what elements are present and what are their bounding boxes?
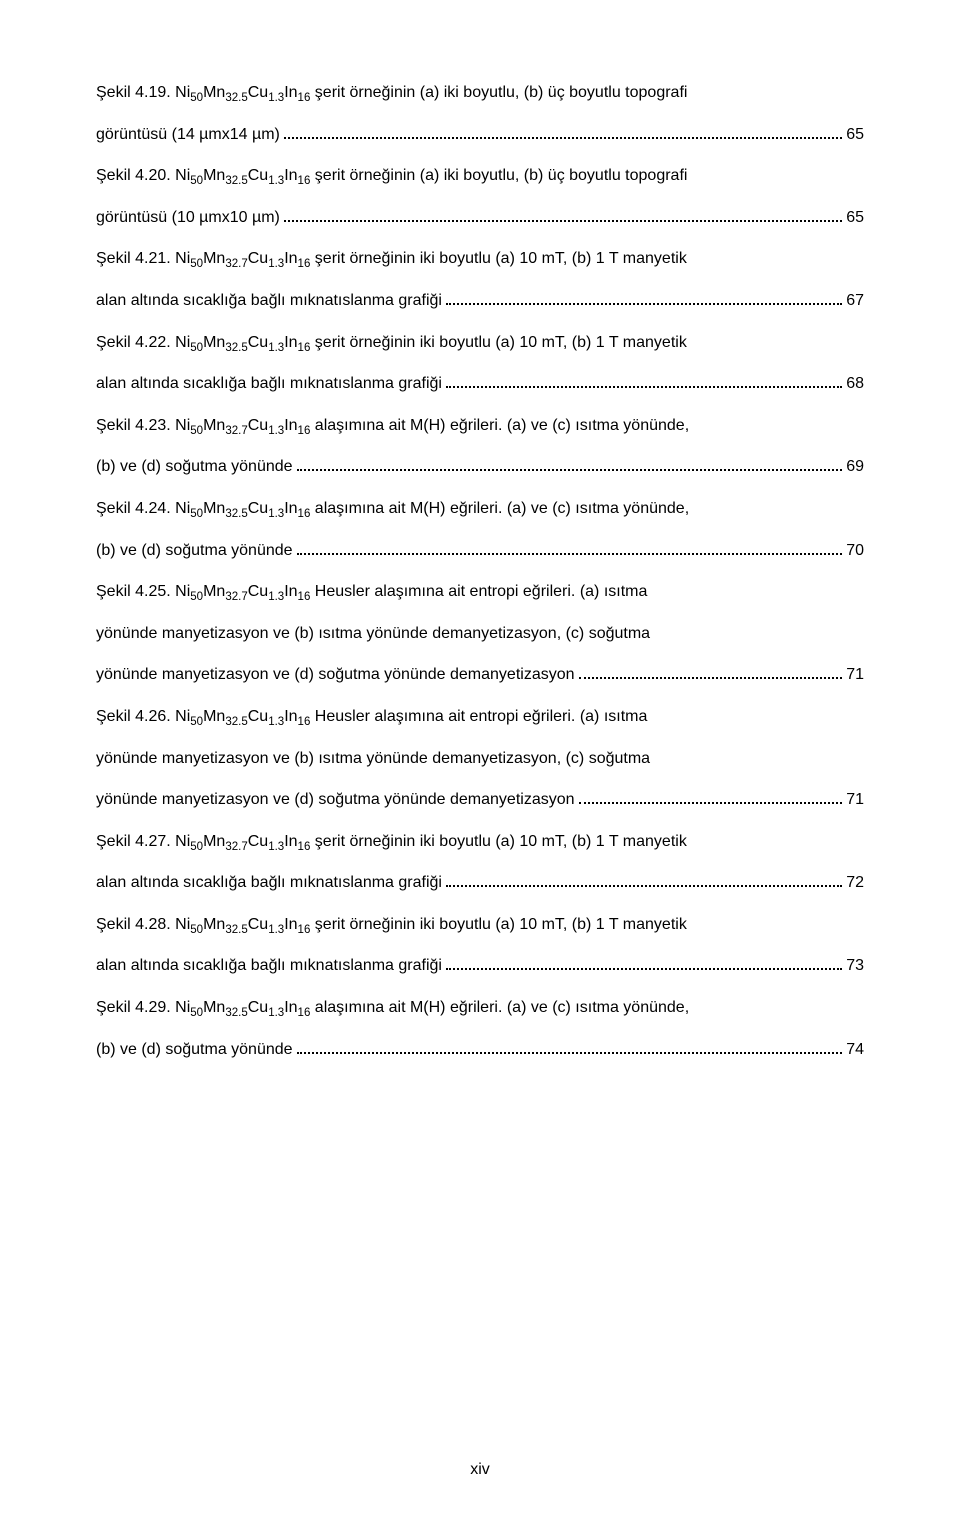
figure-entry: Şekil 4.20. Ni50Mn32.5Cu1.3In16 şerit ör…	[96, 155, 864, 238]
entry-last-text: yönünde manyetizasyon ve (d) soğutma yön…	[96, 654, 575, 696]
entry-leader-line: (b) ve (d) soğutma yönünde 69	[96, 446, 864, 488]
entry-page-number: 73	[846, 945, 864, 987]
entry-text-line: Şekil 4.28. Ni50Mn32.5Cu1.3In16 şerit ör…	[96, 904, 864, 946]
leader-dots	[579, 677, 843, 679]
entry-page-number: 70	[846, 530, 864, 572]
leader-dots	[446, 386, 842, 388]
figure-entry: Şekil 4.25. Ni50Mn32.7Cu1.3In16 Heusler …	[96, 571, 864, 696]
leader-dots	[284, 220, 842, 222]
figure-entry: Şekil 4.27. Ni50Mn32.7Cu1.3In16 şerit ör…	[96, 821, 864, 904]
figure-entry: Şekil 4.22. Ni50Mn32.5Cu1.3In16 şerit ör…	[96, 322, 864, 405]
entry-last-text: alan altında sıcaklığa bağlı mıknatıslan…	[96, 363, 442, 405]
entry-text-line: Şekil 4.26. Ni50Mn32.5Cu1.3In16 Heusler …	[96, 696, 864, 738]
entry-last-text: görüntüsü (10 µmx10 µm)	[96, 197, 280, 239]
entry-text-line: yönünde manyetizasyon ve (b) ısıtma yönü…	[96, 738, 864, 780]
figure-list: Şekil 4.19. Ni50Mn32.5Cu1.3In16 şerit ör…	[96, 72, 864, 1070]
leader-dots	[297, 1052, 843, 1054]
entry-text-line: Şekil 4.24. Ni50Mn32.5Cu1.3In16 alaşımın…	[96, 488, 864, 530]
entry-last-text: alan altında sıcaklığa bağlı mıknatıslan…	[96, 280, 442, 322]
entry-page-number: 68	[846, 363, 864, 405]
leader-dots	[284, 137, 842, 139]
leader-dots	[297, 553, 843, 555]
page-footer: xiv	[0, 1461, 960, 1479]
entry-last-text: (b) ve (d) soğutma yönünde	[96, 1029, 293, 1071]
leader-dots	[446, 885, 842, 887]
entry-leader-line: (b) ve (d) soğutma yönünde 70	[96, 530, 864, 572]
entry-last-text: (b) ve (d) soğutma yönünde	[96, 530, 293, 572]
entry-text-line: Şekil 4.19. Ni50Mn32.5Cu1.3In16 şerit ör…	[96, 72, 864, 114]
leader-dots	[297, 469, 843, 471]
entry-last-text: alan altında sıcaklığa bağlı mıknatıslan…	[96, 945, 442, 987]
entry-text-line: yönünde manyetizasyon ve (b) ısıtma yönü…	[96, 613, 864, 655]
figure-entry: Şekil 4.19. Ni50Mn32.5Cu1.3In16 şerit ör…	[96, 72, 864, 155]
entry-page-number: 72	[846, 862, 864, 904]
entry-page-number: 71	[846, 779, 864, 821]
figure-entry: Şekil 4.29. Ni50Mn32.5Cu1.3In16 alaşımın…	[96, 987, 864, 1070]
figure-entry: Şekil 4.26. Ni50Mn32.5Cu1.3In16 Heusler …	[96, 696, 864, 821]
entry-text-line: Şekil 4.21. Ni50Mn32.7Cu1.3In16 şerit ör…	[96, 238, 864, 280]
entry-text-line: Şekil 4.20. Ni50Mn32.5Cu1.3In16 şerit ör…	[96, 155, 864, 197]
entry-page-number: 65	[846, 114, 864, 156]
entry-last-text: görüntüsü (14 µmx14 µm)	[96, 114, 280, 156]
page-container: Şekil 4.19. Ni50Mn32.5Cu1.3In16 şerit ör…	[0, 0, 960, 1521]
entry-text-line: Şekil 4.23. Ni50Mn32.7Cu1.3In16 alaşımın…	[96, 405, 864, 447]
entry-leader-line: (b) ve (d) soğutma yönünde 74	[96, 1029, 864, 1071]
entry-leader-line: görüntüsü (14 µmx14 µm) 65	[96, 114, 864, 156]
entry-last-text: yönünde manyetizasyon ve (d) soğutma yön…	[96, 779, 575, 821]
entry-last-text: alan altında sıcaklığa bağlı mıknatıslan…	[96, 862, 442, 904]
entry-leader-line: yönünde manyetizasyon ve (d) soğutma yön…	[96, 779, 864, 821]
entry-page-number: 71	[846, 654, 864, 696]
entry-page-number: 65	[846, 197, 864, 239]
leader-dots	[579, 802, 843, 804]
entry-page-number: 67	[846, 280, 864, 322]
entry-leader-line: alan altında sıcaklığa bağlı mıknatıslan…	[96, 280, 864, 322]
entry-leader-line: alan altında sıcaklığa bağlı mıknatıslan…	[96, 363, 864, 405]
entry-text-line: Şekil 4.22. Ni50Mn32.5Cu1.3In16 şerit ör…	[96, 322, 864, 364]
entry-leader-line: yönünde manyetizasyon ve (d) soğutma yön…	[96, 654, 864, 696]
figure-entry: Şekil 4.24. Ni50Mn32.5Cu1.3In16 alaşımın…	[96, 488, 864, 571]
entry-page-number: 69	[846, 446, 864, 488]
entry-page-number: 74	[846, 1029, 864, 1071]
entry-leader-line: alan altında sıcaklığa bağlı mıknatıslan…	[96, 945, 864, 987]
figure-entry: Şekil 4.21. Ni50Mn32.7Cu1.3In16 şerit ör…	[96, 238, 864, 321]
figure-entry: Şekil 4.28. Ni50Mn32.5Cu1.3In16 şerit ör…	[96, 904, 864, 987]
entry-leader-line: alan altında sıcaklığa bağlı mıknatıslan…	[96, 862, 864, 904]
entry-text-line: Şekil 4.29. Ni50Mn32.5Cu1.3In16 alaşımın…	[96, 987, 864, 1029]
entry-leader-line: görüntüsü (10 µmx10 µm) 65	[96, 197, 864, 239]
entry-last-text: (b) ve (d) soğutma yönünde	[96, 446, 293, 488]
entry-text-line: Şekil 4.25. Ni50Mn32.7Cu1.3In16 Heusler …	[96, 571, 864, 613]
figure-entry: Şekil 4.23. Ni50Mn32.7Cu1.3In16 alaşımın…	[96, 405, 864, 488]
entry-text-line: Şekil 4.27. Ni50Mn32.7Cu1.3In16 şerit ör…	[96, 821, 864, 863]
leader-dots	[446, 968, 842, 970]
leader-dots	[446, 303, 842, 305]
